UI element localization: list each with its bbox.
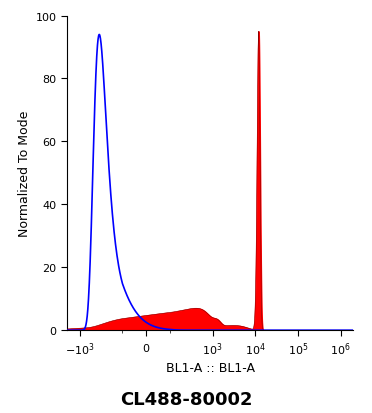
X-axis label: BL1-A :: BL1-A: BL1-A :: BL1-A: [166, 361, 255, 375]
Y-axis label: Normalized To Mode: Normalized To Mode: [18, 110, 31, 237]
Text: CL488-80002: CL488-80002: [120, 389, 252, 408]
